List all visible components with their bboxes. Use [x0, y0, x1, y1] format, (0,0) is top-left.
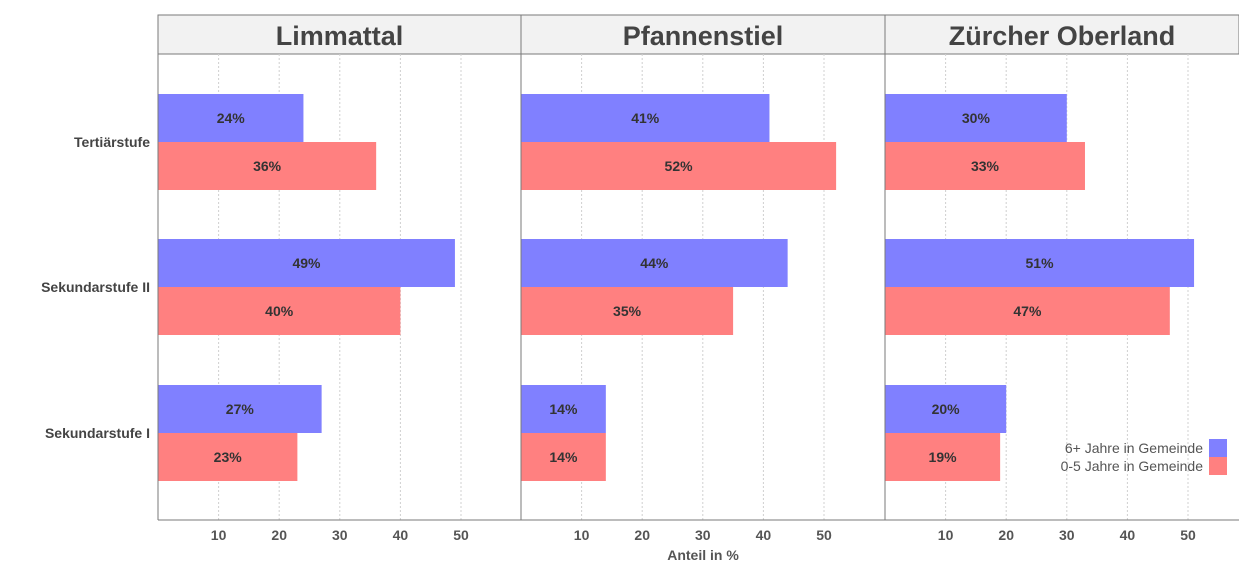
bar: [521, 287, 734, 335]
bar: [885, 239, 1195, 287]
bar: [885, 287, 1170, 335]
x-tick-label: 30: [1059, 527, 1075, 543]
bar-value-label: 14%: [549, 401, 578, 417]
panel-header: [884, 14, 1239, 55]
bar: [521, 239, 788, 287]
x-axis-title: Anteil in %: [667, 547, 739, 563]
bar: [521, 94, 770, 142]
bar: [885, 142, 1085, 190]
legend-swatch: [1209, 439, 1227, 457]
bar: [158, 287, 401, 335]
bar-value-label: 47%: [1013, 303, 1042, 319]
x-tick-label: 20: [634, 527, 650, 543]
bar-value-label: 52%: [665, 158, 694, 174]
panel-title: Pfannenstiel: [623, 21, 784, 51]
x-tick-label: 10: [938, 527, 954, 543]
x-tick-label: 40: [756, 527, 772, 543]
bar: [158, 94, 304, 142]
y-category-label: Tertiärstufe: [74, 134, 150, 150]
bar-value-label: 44%: [640, 255, 669, 271]
x-tick-label: 20: [998, 527, 1014, 543]
bar-value-label: 40%: [265, 303, 294, 319]
panel-header: [520, 14, 886, 55]
bar: [885, 94, 1067, 142]
bar-value-label: 20%: [932, 401, 961, 417]
bar-value-label: 41%: [631, 110, 660, 126]
x-tick-label: 40: [1120, 527, 1136, 543]
bar: [158, 433, 298, 481]
bar: [885, 433, 1001, 481]
legend-label: 6+ Jahre in Gemeinde: [1065, 440, 1203, 456]
x-tick-label: 30: [695, 527, 711, 543]
x-tick-label: 30: [332, 527, 348, 543]
bar-value-label: 24%: [217, 110, 246, 126]
bar-value-label: 49%: [292, 255, 321, 271]
x-tick-label: 50: [816, 527, 832, 543]
bar-value-label: 14%: [549, 449, 578, 465]
bar: [521, 433, 606, 481]
panel-header: [157, 14, 522, 55]
y-category-label: Sekundarstufe I: [45, 425, 150, 441]
bar-value-label: 35%: [613, 303, 642, 319]
legend-swatch: [1209, 457, 1227, 475]
bar-value-label: 33%: [971, 158, 1000, 174]
bar-value-label: 27%: [226, 401, 255, 417]
bar-value-label: 19%: [929, 449, 958, 465]
panel-title: Limmattal: [276, 21, 404, 51]
bar-value-label: 30%: [962, 110, 991, 126]
y-category-label: Sekundarstufe II: [41, 279, 150, 295]
bar: [885, 385, 1007, 433]
x-tick-label: 40: [393, 527, 409, 543]
bar: [158, 239, 455, 287]
legend-label: 0-5 Jahre in Gemeinde: [1061, 458, 1204, 474]
bar: [158, 142, 377, 190]
x-tick-label: 10: [574, 527, 590, 543]
bar-value-label: 23%: [214, 449, 243, 465]
x-tick-label: 10: [211, 527, 227, 543]
x-tick-label: 20: [271, 527, 287, 543]
bar-value-label: 51%: [1026, 255, 1055, 271]
bar: [521, 385, 606, 433]
bar-value-label: 36%: [253, 158, 282, 174]
bar: [521, 142, 837, 190]
x-tick-label: 50: [453, 527, 469, 543]
bar: [158, 385, 322, 433]
panel-title: Zürcher Oberland: [949, 21, 1176, 51]
x-tick-label: 50: [1180, 527, 1196, 543]
